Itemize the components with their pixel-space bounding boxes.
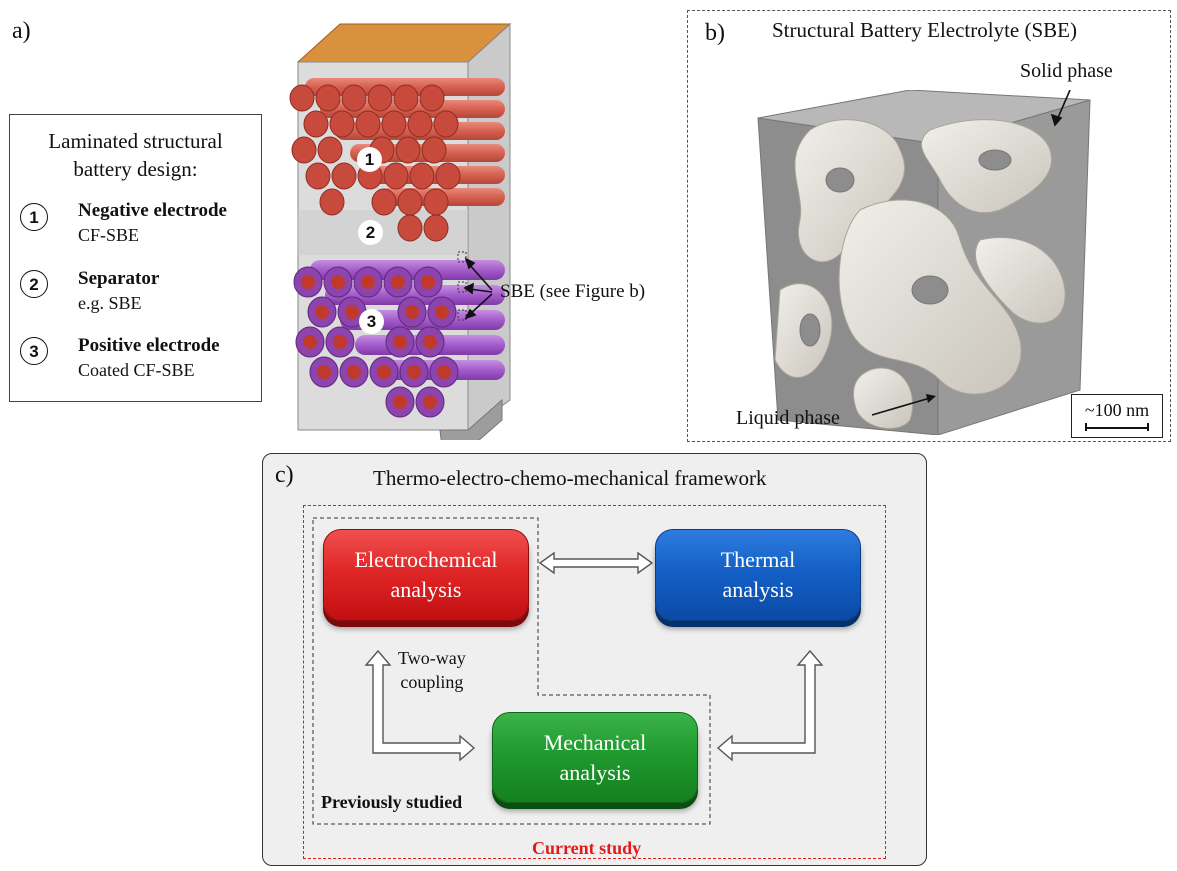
mechanical-label-line1: Mechanical: [543, 729, 647, 755]
legend-desc-separator: e.g. SBE: [78, 293, 142, 313]
two-way-coupling-label: Two-way coupling: [398, 646, 466, 694]
legend-number-3: 3: [20, 337, 48, 365]
illustration-marker-1: 1: [357, 147, 382, 172]
panel-c-letter: c): [275, 462, 294, 488]
thermal-label-line2: analysis: [722, 577, 794, 602]
panel-a-letter: a): [12, 18, 31, 44]
previously-studied-label: Previously studied: [321, 792, 463, 812]
sbe-callout-label: SBE (see Figure b): [500, 281, 646, 302]
negative-fiber-ends: [289, 84, 461, 242]
solid-phase-label: Solid phase: [1020, 60, 1113, 82]
coupling-arrows: [364, 551, 824, 762]
scale-bar-line: [1086, 427, 1148, 429]
battery-laminate-illustration: [289, 22, 512, 440]
panel-c-title: Thermo-electro-chemo-mechanical framewor…: [373, 466, 767, 490]
legend-desc-positive: Coated CF-SBE: [78, 360, 195, 380]
legend-desc-negative: CF-SBE: [78, 225, 140, 245]
thermal-analysis-box: Thermal analysis: [655, 529, 861, 621]
scale-bar-label: ~100 nm: [1084, 400, 1150, 420]
positive-fiber-ends: [293, 266, 459, 418]
legend-item-separator: Separator: [78, 268, 160, 289]
panel-b-letter: b): [705, 20, 725, 46]
panel-b-frame: [687, 10, 1171, 442]
panel-b-title: Structural Battery Electrolyte (SBE): [772, 18, 1077, 42]
previously-studied-boundary: [312, 517, 711, 825]
legend-number-2: 2: [20, 270, 48, 298]
legend-title-line2: battery design:: [73, 157, 198, 181]
legend-item-positive-electrode: Positive electrode: [78, 335, 220, 356]
legend-box: Laminated structural battery design: 1 N…: [9, 114, 262, 402]
sbe-microstructure-cube: [757, 90, 1091, 435]
scale-bar-box: ~100 nm: [1071, 394, 1163, 438]
electrochemical-label-line2: analysis: [390, 577, 462, 602]
thermal-label-line1: Thermal: [720, 547, 796, 572]
current-study-label: Current study: [532, 838, 642, 858]
coupling-line2: coupling: [400, 672, 464, 692]
legend-title-line1: Laminated structural: [48, 129, 223, 153]
thermal-mechanical-arrow: [716, 649, 824, 762]
liquid-phase-arrow: [871, 394, 936, 416]
illustration-marker-3: 3: [359, 309, 384, 334]
legend-number-1: 1: [20, 203, 48, 231]
illustration-marker-2: 2: [358, 220, 383, 245]
electrochemical-label-line1: Electrochemical: [354, 547, 498, 572]
legend-item-negative-electrode: Negative electrode: [78, 200, 227, 221]
electro-thermal-arrow: [538, 551, 654, 575]
current-study-boundary: [303, 505, 886, 859]
liquid-phase-label: Liquid phase: [736, 407, 840, 429]
electrochemical-analysis-box: Electrochemical analysis: [323, 529, 529, 621]
mechanical-label-line2: analysis: [559, 759, 631, 785]
coupling-line1: Two-way: [398, 648, 466, 668]
mechanical-analysis-box: Mechanical analysis: [492, 712, 698, 803]
electro-mechanical-arrow: [364, 649, 476, 762]
